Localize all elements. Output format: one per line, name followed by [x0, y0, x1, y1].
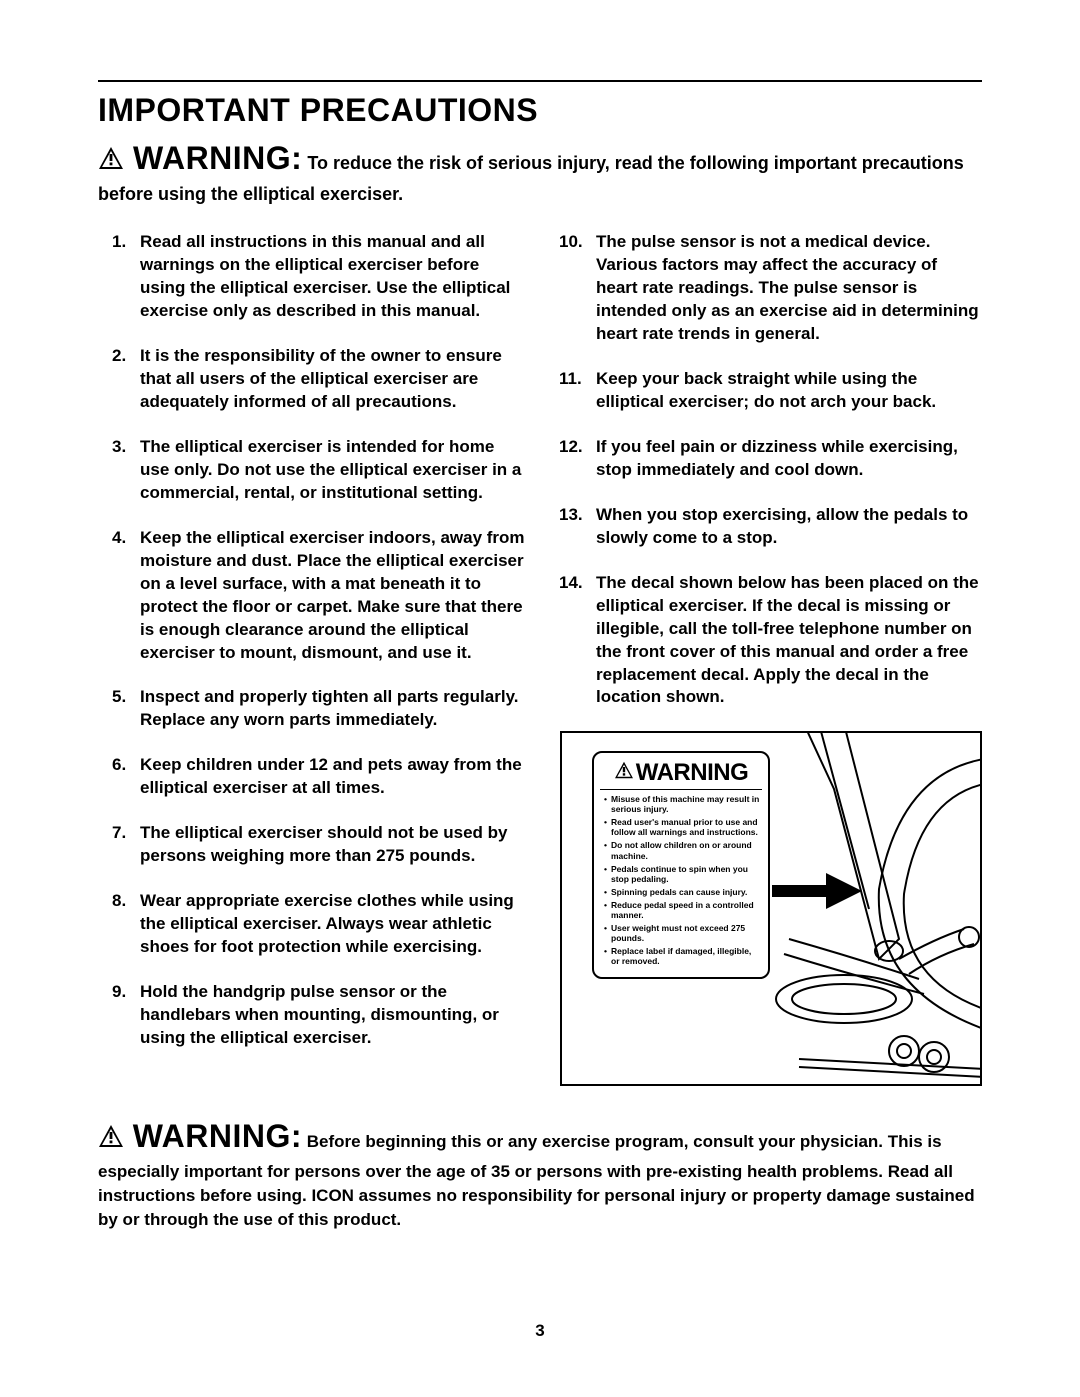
- decal-bullet: Read user's manual prior to use and foll…: [604, 817, 762, 837]
- precaution-item: Read all instructions in this manual and…: [98, 231, 526, 323]
- top-warning: WARNING: To reduce the risk of serious i…: [98, 135, 982, 207]
- decal-bullet: Do not allow children on or around machi…: [604, 840, 762, 860]
- precaution-item: It is the responsibility of the owner to…: [98, 345, 526, 414]
- decal-bullet: User weight must not exceed 275 pounds.: [604, 923, 762, 943]
- decal-bullets: Misuse of this machine may result in ser…: [600, 794, 762, 965]
- left-column: Read all instructions in this manual and…: [98, 231, 526, 1086]
- precaution-item: Inspect and properly tighten all parts r…: [98, 686, 526, 732]
- precautions-columns: Read all instructions in this manual and…: [98, 231, 982, 1086]
- precaution-item: If you feel pain or dizziness while exer…: [554, 436, 982, 482]
- precaution-item: The pulse sensor is not a medical device…: [554, 231, 982, 346]
- precaution-item: Keep your back straight while using the …: [554, 368, 982, 414]
- precaution-item: The decal shown below has been placed on…: [554, 572, 982, 710]
- precautions-list-left: Read all instructions in this manual and…: [98, 231, 526, 1049]
- precaution-item: The elliptical exerciser is intended for…: [98, 436, 526, 505]
- decal-bullet: Misuse of this machine may result in ser…: [604, 794, 762, 814]
- manual-page: IMPORTANT PRECAUTIONS WARNING: To reduce…: [0, 0, 1080, 1397]
- decal-bullet: Reduce pedal speed in a controlled manne…: [604, 900, 762, 920]
- decal-bullet: Replace label if damaged, illegible, or …: [604, 946, 762, 966]
- decal-header: WARNING: [600, 759, 762, 790]
- precaution-item: Keep children under 12 and pets away fro…: [98, 754, 526, 800]
- precaution-item: Hold the handgrip pulse sensor or the ha…: [98, 981, 526, 1050]
- decal-bullet: Pedals continue to spin when you stop pe…: [604, 864, 762, 884]
- warning-triangle-icon: [98, 1124, 124, 1155]
- arrow-icon: [772, 873, 862, 914]
- footer-warning: WARNING: Before beginning this or any ex…: [98, 1114, 982, 1232]
- right-column: The pulse sensor is not a medical device…: [554, 231, 982, 1086]
- precaution-item: The elliptical exerciser should not be u…: [98, 822, 526, 868]
- warning-decal: WARNING Misuse of this machine may resul…: [592, 751, 770, 978]
- warning-word: WARNING:: [133, 1118, 302, 1154]
- precaution-item: Wear appropriate exercise clothes while …: [98, 890, 526, 959]
- warning-triangle-icon: [614, 758, 634, 786]
- warning-triangle-icon: [98, 146, 124, 177]
- precaution-item: When you stop exercising, allow the peda…: [554, 504, 982, 550]
- precautions-list-right: The pulse sensor is not a medical device…: [554, 231, 982, 709]
- page-number: 3: [0, 1321, 1080, 1341]
- top-rule: [98, 80, 982, 82]
- decal-header-text: WARNING: [636, 759, 749, 787]
- warning-word: WARNING:: [133, 140, 302, 176]
- page-title: IMPORTANT PRECAUTIONS: [98, 92, 982, 129]
- decal-bullet: Spinning pedals can cause injury.: [604, 887, 762, 897]
- decal-illustration-box: WARNING Misuse of this machine may resul…: [560, 731, 982, 1086]
- precaution-item: Keep the elliptical exerciser indoors, a…: [98, 527, 526, 665]
